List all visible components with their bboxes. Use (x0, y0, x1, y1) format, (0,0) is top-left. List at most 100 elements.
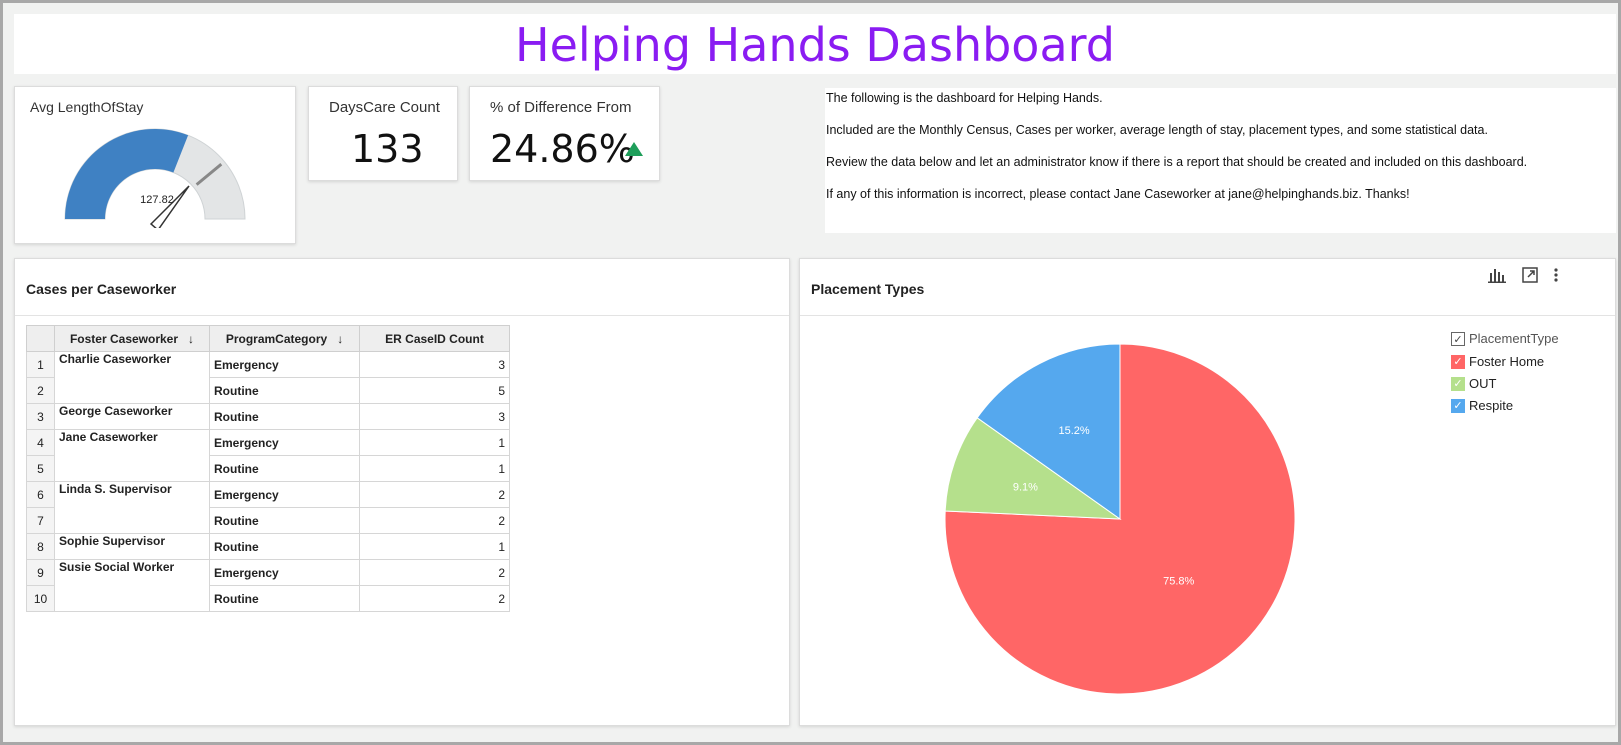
checkbox-icon[interactable]: ✓ (1451, 398, 1465, 413)
worker-cell: Linda S. Supervisor (54, 481, 210, 534)
dashboard-title: Helping Hands Dashboard (515, 18, 1115, 72)
pct-difference-widget[interactable]: % of Difference From 24.86% (469, 86, 660, 181)
pie-label-respite: 15.2% (1058, 425, 1089, 437)
cases-per-caseworker-panel: Cases per Caseworker Foster Caseworker ↓ … (14, 258, 790, 726)
legend-label: Respite (1469, 398, 1514, 413)
column-header-label: Foster Caseworker (69, 331, 179, 346)
table-row[interactable]: 8 Sophie Supervisor Routine 1 (26, 533, 510, 560)
pct-difference-value: 24.86% (490, 127, 635, 171)
category-cell: Routine (209, 377, 360, 404)
legend-label: Foster Home (1469, 354, 1545, 369)
table-row[interactable]: 4 Jane Caseworker Emergency 1 (26, 429, 510, 482)
table-row[interactable]: 3 George Caseworker Routine 3 (26, 403, 510, 430)
table-row[interactable]: 6 Linda S. Supervisor Emergency 2 (26, 481, 510, 534)
worker-cell: George Caseworker (54, 403, 210, 430)
divider (15, 315, 789, 316)
checkbox-icon[interactable]: ✓ (1451, 376, 1465, 391)
count-cell: 2 (359, 585, 510, 612)
row-number: 1 (26, 351, 55, 378)
pie-label-out: 9.1% (1013, 482, 1038, 494)
column-header-program-category[interactable]: ProgramCategory ↓ (209, 325, 360, 352)
sort-down-icon[interactable]: ↓ (337, 331, 344, 346)
note-line: Review the data below and let an adminis… (826, 155, 1528, 169)
category-cell: Routine (209, 403, 360, 430)
row-number: 6 (26, 481, 55, 508)
table-row[interactable]: 9 Susie Social Worker Emergency 2 (26, 559, 510, 612)
category-cell: Routine (209, 455, 360, 482)
category-cell: Emergency (209, 481, 360, 508)
count-cell: 1 (359, 455, 510, 482)
table-row[interactable]: 5 Routine 1 (26, 455, 510, 482)
note-line: The following is the dashboard for Helpi… (826, 91, 1103, 105)
divider (800, 315, 1615, 316)
table-row[interactable]: 10 Routine 2 (26, 585, 510, 612)
cases-pivot-table: Foster Caseworker ↓ ProgramCategory ↓ ER C… (26, 325, 510, 612)
pie-label-foster-home: 75.8% (1163, 576, 1194, 588)
pie-slice-respite[interactable] (976, 343, 1121, 520)
row-number: 4 (26, 429, 55, 456)
dashboard-notes: The following is the dashboard for Helpi… (825, 88, 1616, 233)
gauge-value: 127.82 (140, 194, 174, 206)
column-header-er-caseid-count[interactable]: ER CaseID Count (359, 325, 510, 352)
worker-cell: Sophie Supervisor (54, 533, 210, 560)
table-row[interactable]: 7 Routine 2 (26, 507, 510, 534)
pie-slice-out[interactable] (944, 417, 1122, 520)
worker-cell: Jane Caseworker (54, 429, 210, 482)
category-cell: Emergency (209, 351, 360, 378)
column-header-label: ER CaseID Count (385, 331, 484, 346)
worker-cell: Charlie Caseworker (54, 351, 210, 404)
legend-title: PlacementType (1469, 331, 1559, 346)
gauge-chart: 127.82 (64, 128, 246, 228)
avg-length-of-stay-widget[interactable]: Avg LengthOfStay 127.82 (14, 86, 296, 244)
placement-types-panel: Placement Types 75.8% 9.1% 15.2% ✓ Placeme… (799, 258, 1616, 726)
up-arrow-icon (625, 142, 643, 156)
count-cell: 5 (359, 377, 510, 404)
table-row[interactable]: 2 Routine 5 (26, 377, 510, 404)
count-cell: 2 (359, 507, 510, 534)
row-number: 10 (26, 585, 55, 612)
category-cell: Routine (209, 585, 360, 612)
row-number: 2 (26, 377, 55, 404)
placement-panel-title: Placement Types (811, 281, 925, 297)
column-header-foster-caseworker[interactable]: Foster Caseworker ↓ (54, 325, 210, 352)
days-care-count-widget[interactable]: DaysCare Count 133 (308, 86, 458, 181)
count-cell: 2 (359, 481, 510, 508)
avg-length-of-stay-label: Avg LengthOfStay (30, 99, 144, 115)
count-cell: 3 (359, 403, 510, 430)
category-cell: Routine (209, 533, 360, 560)
expand-icon[interactable] (1522, 267, 1538, 283)
row-number-header (26, 325, 55, 352)
note-line: Included are the Monthly Census, Cases p… (826, 123, 1488, 137)
cases-panel-title: Cases per Caseworker (26, 281, 177, 297)
note-line: If any of this information is incorrect,… (826, 187, 1410, 201)
dashboard-header: Helping Hands Dashboard (14, 14, 1616, 74)
gauge-fill (65, 128, 189, 219)
checkbox-icon[interactable]: ✓ (1451, 354, 1465, 369)
count-cell: 2 (359, 559, 510, 586)
category-cell: Emergency (209, 429, 360, 456)
bar-chart-icon[interactable] (1488, 267, 1506, 283)
count-cell: 1 (359, 533, 510, 560)
gauge-needle (149, 185, 190, 228)
sort-down-icon[interactable]: ↓ (188, 331, 195, 346)
placement-pie-chart[interactable]: 75.8% 9.1% 15.2% (940, 339, 1300, 699)
pct-difference-label: % of Difference From (490, 99, 632, 116)
row-number: 9 (26, 559, 55, 586)
checkbox-icon[interactable]: ✓ (1451, 331, 1465, 346)
days-care-count-label: DaysCare Count (329, 99, 440, 116)
more-vertical-icon[interactable] (1552, 267, 1560, 283)
legend-item-out[interactable]: ✓ OUT (1451, 376, 1496, 391)
legend-title-toggle[interactable]: ✓ PlacementType (1451, 331, 1559, 346)
legend-item-foster-home[interactable]: ✓ Foster Home (1451, 354, 1544, 369)
table-row[interactable]: 1 Charlie Caseworker Emergency 3 (26, 351, 510, 404)
count-cell: 3 (359, 351, 510, 378)
row-number: 7 (26, 507, 55, 534)
days-care-count-value: 133 (351, 127, 424, 171)
category-cell: Routine (209, 507, 360, 534)
count-cell: 1 (359, 429, 510, 456)
column-header-label: ProgramCategory (225, 331, 328, 346)
legend-item-respite[interactable]: ✓ Respite (1451, 398, 1513, 413)
row-number: 5 (26, 455, 55, 482)
row-number: 8 (26, 533, 55, 560)
worker-cell: Susie Social Worker (54, 559, 210, 612)
